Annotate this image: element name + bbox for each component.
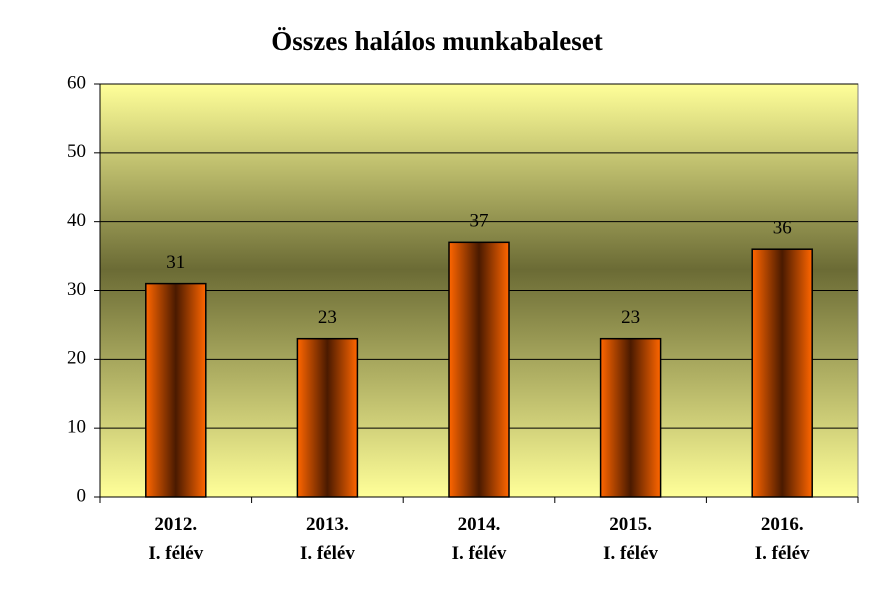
x-tick-label: 2015. I. félév bbox=[603, 514, 658, 564]
value-label: 37 bbox=[470, 211, 489, 232]
value-label: 31 bbox=[166, 252, 185, 273]
bar bbox=[599, 337, 662, 498]
y-tick-label: 50 bbox=[67, 141, 86, 162]
bar bbox=[296, 337, 359, 498]
y-tick-label: 10 bbox=[67, 417, 86, 438]
value-label: 36 bbox=[773, 218, 792, 239]
y-tick-label: 0 bbox=[77, 485, 87, 506]
y-tick-label: 40 bbox=[67, 210, 86, 231]
value-label: 23 bbox=[318, 307, 337, 328]
y-tick-label: 30 bbox=[67, 279, 86, 300]
x-tick-label: 2016. I. félév bbox=[755, 514, 810, 564]
bar bbox=[751, 248, 813, 498]
chart-title: Összes halálos munkabaleset bbox=[271, 26, 603, 56]
y-tick-label: 60 bbox=[67, 72, 86, 93]
x-tick-label: 2014. I. félév bbox=[452, 514, 507, 564]
y-tick-label: 20 bbox=[67, 348, 86, 369]
x-tick-label: 2012. I. félév bbox=[148, 514, 203, 564]
value-label: 23 bbox=[621, 307, 640, 328]
bar bbox=[145, 282, 207, 498]
x-tick-label: 2013. I. félév bbox=[300, 514, 355, 564]
bar bbox=[448, 241, 510, 498]
